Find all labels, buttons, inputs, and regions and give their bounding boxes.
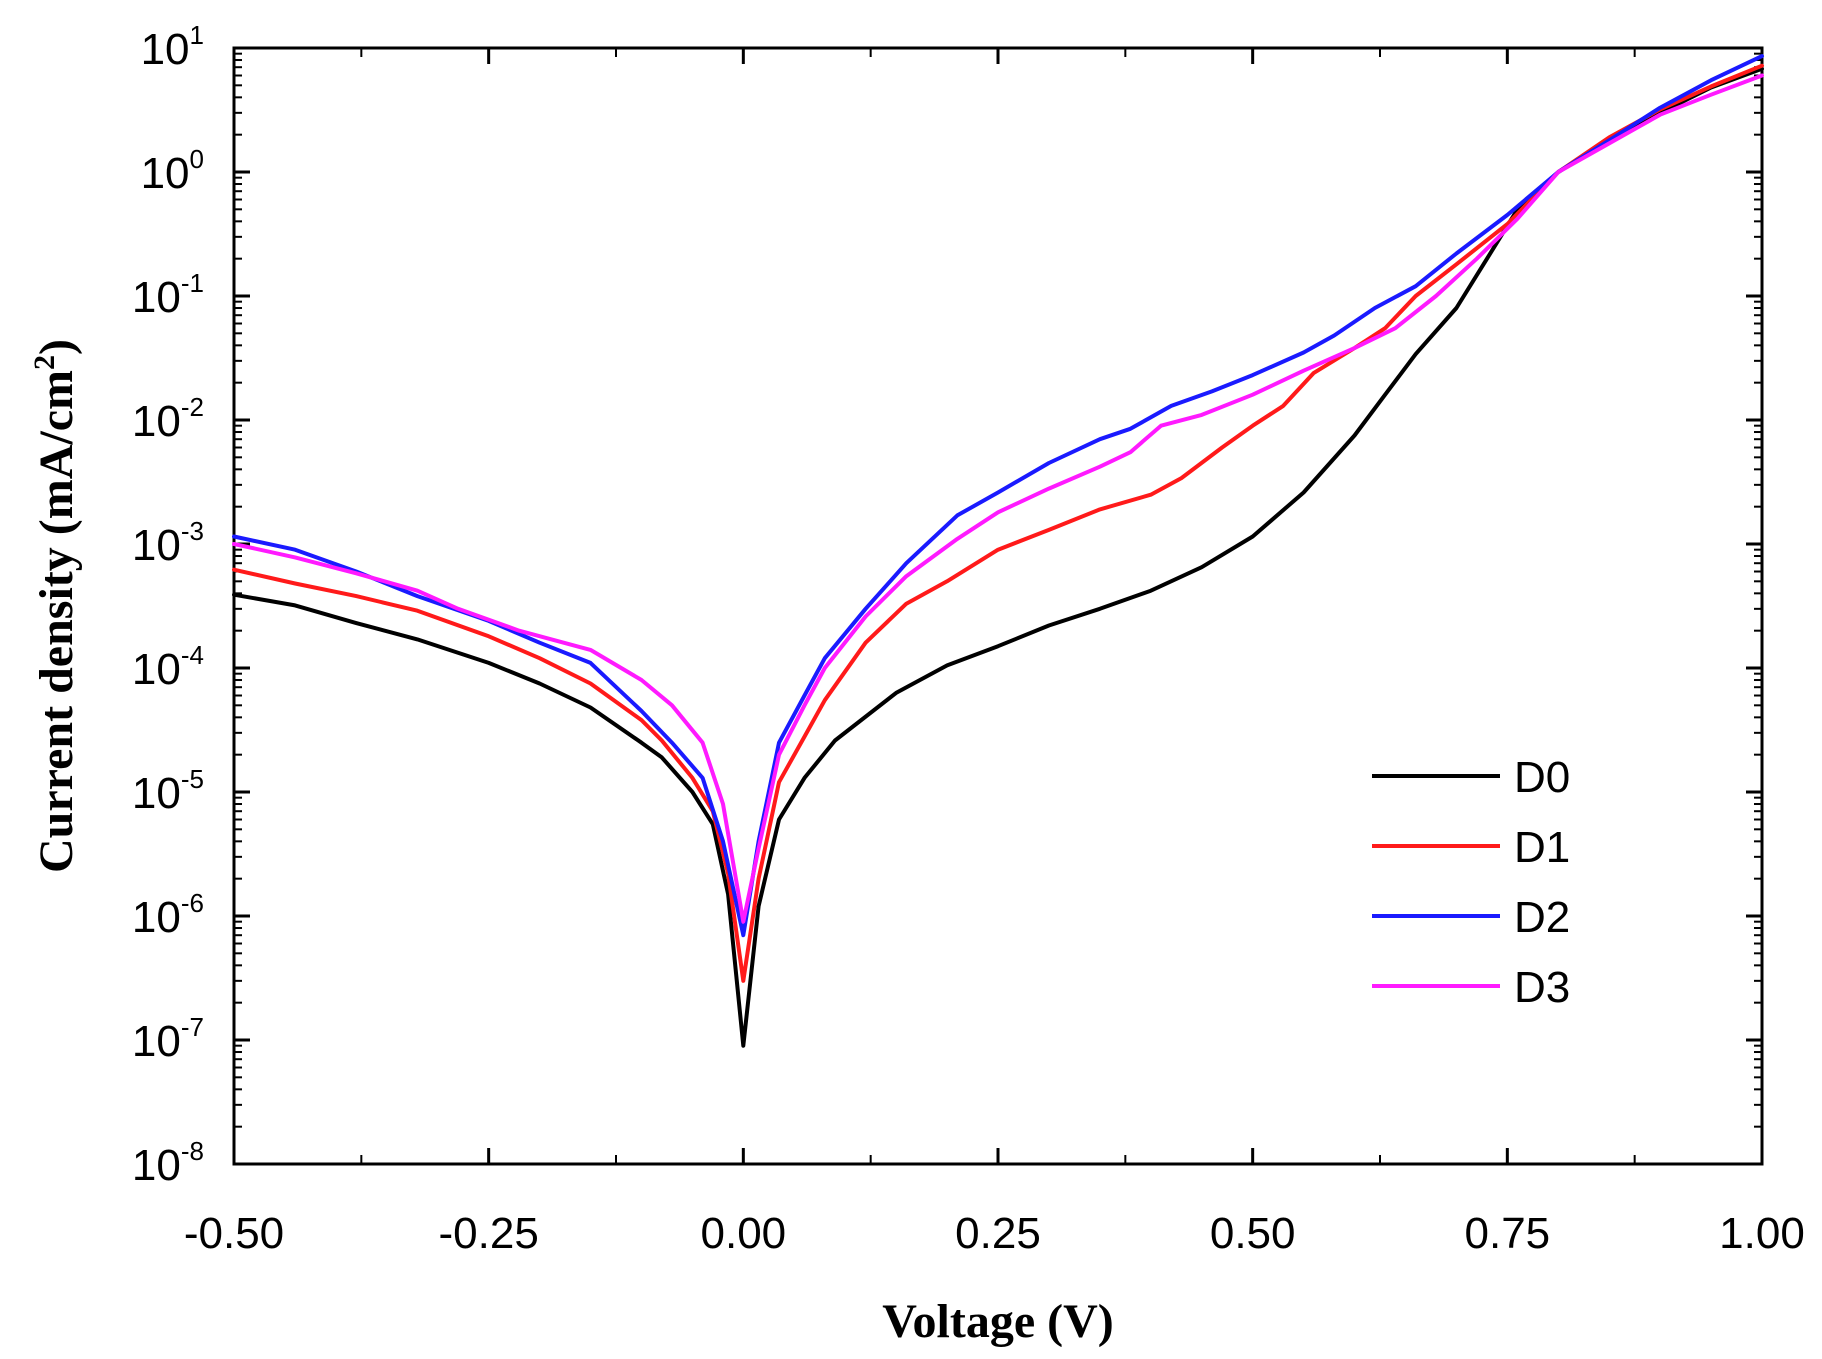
x-tick-label: 0.00: [701, 1209, 787, 1258]
y-tick-base: 10: [132, 397, 181, 446]
y-tick-exponent: -3: [181, 516, 204, 546]
y-tick-label: 10-3: [132, 516, 204, 570]
legend-label-d1: D1: [1514, 823, 1570, 872]
y-tick-base: 10: [132, 769, 181, 818]
y-tick-label: 10-6: [132, 888, 204, 942]
y-tick-base: 10: [141, 25, 190, 74]
minor-ticks: [234, 48, 1762, 1164]
y-tick-label: 10-4: [132, 640, 204, 694]
y-tick-exponent: 0: [190, 144, 204, 174]
legend-label-d0: D0: [1514, 753, 1570, 802]
y-axis-title: Current density (mA/cm2): [28, 339, 83, 873]
x-ticks: -0.50 -0.25 0.00 0.25 0.50 0.75 1.00: [184, 48, 1805, 1258]
y-tick-exponent: -2: [181, 392, 204, 422]
y-tick-exponent: -5: [181, 764, 204, 794]
y-axis-title-close: ): [30, 339, 83, 355]
x-axis-title: Voltage (V): [882, 1295, 1114, 1348]
y-tick-exponent: 1: [190, 20, 204, 50]
y-tick-base: 10: [132, 521, 181, 570]
y-tick-exponent: -8: [181, 1136, 204, 1166]
y-axis-title-sup: 2: [28, 355, 61, 370]
legend-label-d2: D2: [1514, 893, 1570, 942]
x-tick-label: -0.50: [184, 1209, 284, 1258]
y-tick-base: 10: [132, 1141, 181, 1190]
y-tick-base: 10: [132, 645, 181, 694]
series-line-d3: [232, 73, 1764, 924]
y-tick-exponent: -1: [181, 268, 204, 298]
series-line-d1: [232, 63, 1764, 983]
series-line-d2: [232, 54, 1764, 938]
y-tick-exponent: -6: [181, 888, 204, 918]
x-tick-label: -0.25: [439, 1209, 539, 1258]
y-tick-label: 100: [141, 144, 204, 198]
legend-label-d3: D3: [1514, 963, 1570, 1012]
y-tick-base: 10: [132, 273, 181, 322]
y-tick-exponent: -7: [181, 1012, 204, 1042]
series-lines: [232, 54, 1764, 1048]
x-tick-label: 0.50: [1210, 1209, 1296, 1258]
y-tick-base: 10: [141, 149, 190, 198]
y-tick-label: 10-1: [132, 268, 204, 322]
y-tick-label: 10-5: [132, 764, 204, 818]
y-tick-base: 10: [132, 1017, 181, 1066]
x-tick-label: 1.00: [1719, 1209, 1805, 1258]
series-line-d0: [232, 66, 1764, 1048]
y-tick-exponent: -4: [181, 640, 204, 670]
x-tick-label: 0.75: [1465, 1209, 1551, 1258]
y-tick-label: 101: [141, 20, 204, 74]
y-tick-base: 10: [132, 893, 181, 942]
x-tick-label: 0.25: [955, 1209, 1041, 1258]
y-axis-title-main: Current density (mA/cm: [30, 370, 83, 873]
y-tick-label: 10-8: [132, 1136, 204, 1190]
y-tick-label: 10-7: [132, 1012, 204, 1066]
y-tick-label: 10-2: [132, 392, 204, 446]
legend: D0 D1 D2 D3: [1372, 753, 1570, 1012]
